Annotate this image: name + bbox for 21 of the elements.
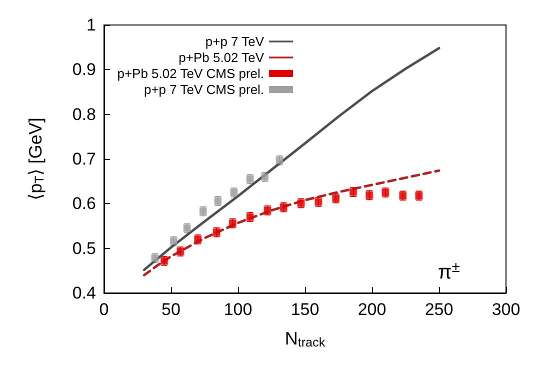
- y-tick-label: 0.5: [72, 238, 96, 258]
- legend-label: p+p 7 TeV: [205, 34, 264, 49]
- x-tick-label: 50: [162, 300, 180, 319]
- x-tick-label: 100: [224, 300, 252, 319]
- y-tick-label: 0.4: [72, 284, 96, 302]
- x-tick-label: 250: [424, 300, 454, 319]
- legend-label: p+Pb 5.02 TeV CMS prel.: [117, 66, 264, 81]
- line-series: [142, 169, 440, 276]
- y-tick-label: 1: [86, 16, 96, 34]
- annotation: π±: [438, 259, 460, 284]
- x-tick-label: 300: [492, 300, 520, 319]
- y-tick-label: 0.9: [72, 60, 96, 80]
- legend-label: p+p 7 TeV CMS prel.: [144, 82, 264, 97]
- y-tick-label: 0.6: [72, 194, 96, 214]
- y-tick-label: 0.8: [72, 104, 96, 124]
- x-tick-label: 200: [358, 300, 386, 319]
- legend-label: p+Pb 5.02 TeV: [178, 50, 264, 65]
- x-tick-label: 150: [290, 300, 320, 319]
- y-axis-title: ⟨pT⟩ [GeV]: [25, 118, 46, 200]
- x-tick-label: 0: [99, 300, 109, 319]
- y-tick-label: 0.7: [72, 150, 96, 168]
